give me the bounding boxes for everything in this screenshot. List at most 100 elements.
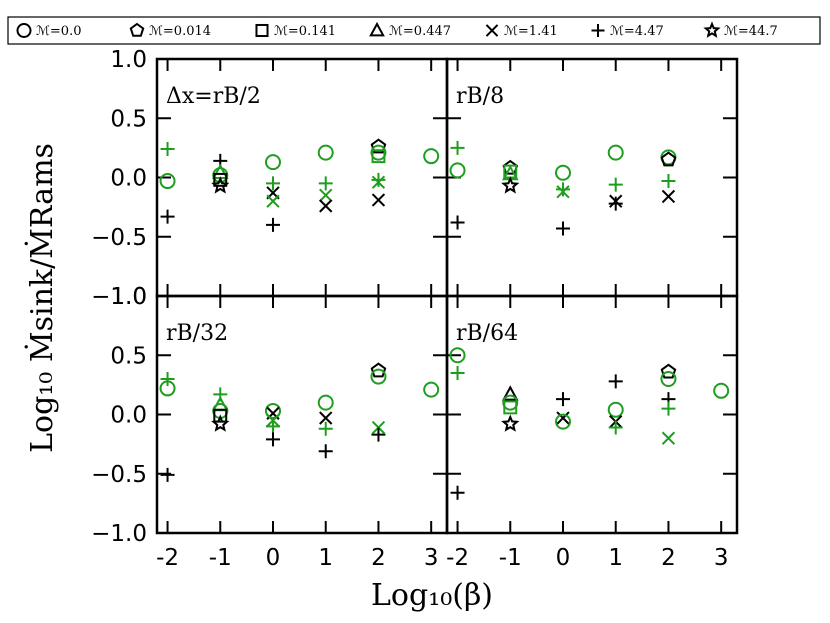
panel-3: rB/32 -2 -1 0 1 2 3 1.0 0.5 0.0 −0.5 −1.0 xyxy=(91,284,449,571)
data-point-circle xyxy=(423,148,440,165)
legend-marker-star-icon xyxy=(703,21,721,38)
y-tick-label: 0.0 xyxy=(110,403,147,429)
data-point-plus xyxy=(266,432,280,447)
data-point-pentagon xyxy=(370,138,387,154)
data-point-circle xyxy=(317,144,334,161)
data-point-plus xyxy=(450,215,465,230)
data-point-circle xyxy=(660,370,677,387)
legend-marker-pentagon-icon xyxy=(129,22,145,37)
data-point-circle xyxy=(317,394,334,411)
data-point-plus xyxy=(318,421,333,436)
data-point-x xyxy=(371,193,386,207)
x-tick-label: 1 xyxy=(608,545,623,571)
legend-label: ℳ=0.141 xyxy=(274,24,336,39)
legend-entry: ℳ=0.447 xyxy=(369,21,451,39)
y-tick-label: 1.0 xyxy=(110,284,147,310)
x-tick-label: 3 xyxy=(714,545,729,571)
data-point-square xyxy=(213,408,228,423)
data-point-plus xyxy=(450,485,465,500)
data-point-circle xyxy=(449,347,466,364)
legend-entry: ℳ=1.41 xyxy=(485,24,558,39)
data-point-plus xyxy=(556,221,570,236)
data-point-circle xyxy=(555,164,571,181)
data-point-plus xyxy=(371,172,386,187)
data-point-plus xyxy=(371,427,386,442)
y-tick-label: 1.0 xyxy=(110,47,147,73)
data-point-circle xyxy=(607,144,624,161)
data-point-plus xyxy=(266,176,280,191)
x-tick-label: -2 xyxy=(156,545,179,571)
data-point-x xyxy=(556,411,570,425)
data-point-plus xyxy=(450,366,465,381)
legend-label: ℳ=0.447 xyxy=(389,24,451,39)
data-point-circle xyxy=(159,173,176,190)
x-tick-label: -1 xyxy=(499,545,522,571)
data-point-circle xyxy=(502,394,519,411)
data-point-star xyxy=(211,414,230,432)
data-point-square xyxy=(503,400,518,415)
legend-entry: ℳ=44.7 xyxy=(703,21,778,39)
data-point-pentagon xyxy=(660,151,677,167)
legend-entry: ℳ=0.0 xyxy=(16,23,81,39)
data-point-circle xyxy=(159,380,176,397)
legend-label: ℳ=1.41 xyxy=(504,24,558,39)
data-point-x xyxy=(371,175,386,189)
data-point-circle xyxy=(265,154,281,171)
data-point-pentagon xyxy=(370,362,387,378)
y-tick-label: 0.5 xyxy=(110,343,147,369)
data-point-plus xyxy=(556,392,570,407)
y-tick-label: −1.0 xyxy=(91,521,147,547)
legend-label: ℳ=0.0 xyxy=(36,24,81,39)
data-point-plus xyxy=(160,142,175,157)
y-tick-label: −0.5 xyxy=(91,225,147,251)
x-tick-label: -1 xyxy=(209,545,232,571)
data-point-circle xyxy=(370,368,387,385)
data-point-x xyxy=(319,411,333,425)
data-point-circle xyxy=(423,381,440,398)
panel-label: rB/64 xyxy=(456,321,518,346)
y-tick-label: −0.5 xyxy=(91,462,147,488)
y-tick-label: 0.5 xyxy=(110,106,147,132)
data-point-x xyxy=(266,194,280,208)
y-tick-label: 0.0 xyxy=(110,166,147,192)
data-point-x xyxy=(556,185,570,199)
panel-2: rB/8 xyxy=(445,57,739,298)
data-point-circle xyxy=(449,162,466,179)
data-point-plus xyxy=(160,209,175,224)
data-point-circle xyxy=(555,413,571,430)
data-point-plus xyxy=(661,174,676,189)
data-point-x xyxy=(371,420,386,435)
data-point-triangle xyxy=(501,385,519,401)
legend-entry: ℳ=0.014 xyxy=(129,22,211,39)
x-tick-label: 0 xyxy=(556,545,571,571)
data-point-star xyxy=(501,414,520,432)
data-point-circle xyxy=(265,402,281,419)
data-point-plus xyxy=(608,374,623,389)
data-point-plus xyxy=(160,467,175,482)
x-tick-label: 0 xyxy=(266,545,281,571)
data-point-x xyxy=(661,431,676,445)
legend-label: ℳ=0.014 xyxy=(149,24,211,39)
data-point-plus xyxy=(608,196,623,211)
data-point-square xyxy=(213,172,228,187)
panels: Δx=rB/2 1.0 0.5 0.0 −0.5 −1.0 rB/8 rB/32 -2 -1 0 1 2… xyxy=(91,47,739,571)
y-axis-title: Log₁₀ Ṁsink/ṀRams xyxy=(24,143,60,453)
x-tick-label: 3 xyxy=(424,545,439,571)
panel-label: rB/8 xyxy=(456,84,504,109)
data-point-plus xyxy=(661,401,676,416)
legend-marker-square-icon xyxy=(255,23,269,38)
legend-marker-triangle-icon xyxy=(369,21,385,37)
legend-label: ℳ=4.47 xyxy=(610,24,664,39)
data-point-star xyxy=(501,176,520,194)
legend-marker-plus-icon xyxy=(591,24,605,37)
legend-marker-x-icon xyxy=(485,24,499,37)
panel-4: rB/64 -2 -1 0 1 2 3 xyxy=(445,294,739,571)
legend-frame xyxy=(7,16,821,45)
x-tick-label: 1 xyxy=(318,545,333,571)
data-point-plus xyxy=(160,371,175,386)
data-point-plus xyxy=(608,420,623,435)
panel-label: rB/32 xyxy=(166,321,228,346)
data-point-plus xyxy=(266,217,280,232)
data-point-square xyxy=(371,149,386,164)
